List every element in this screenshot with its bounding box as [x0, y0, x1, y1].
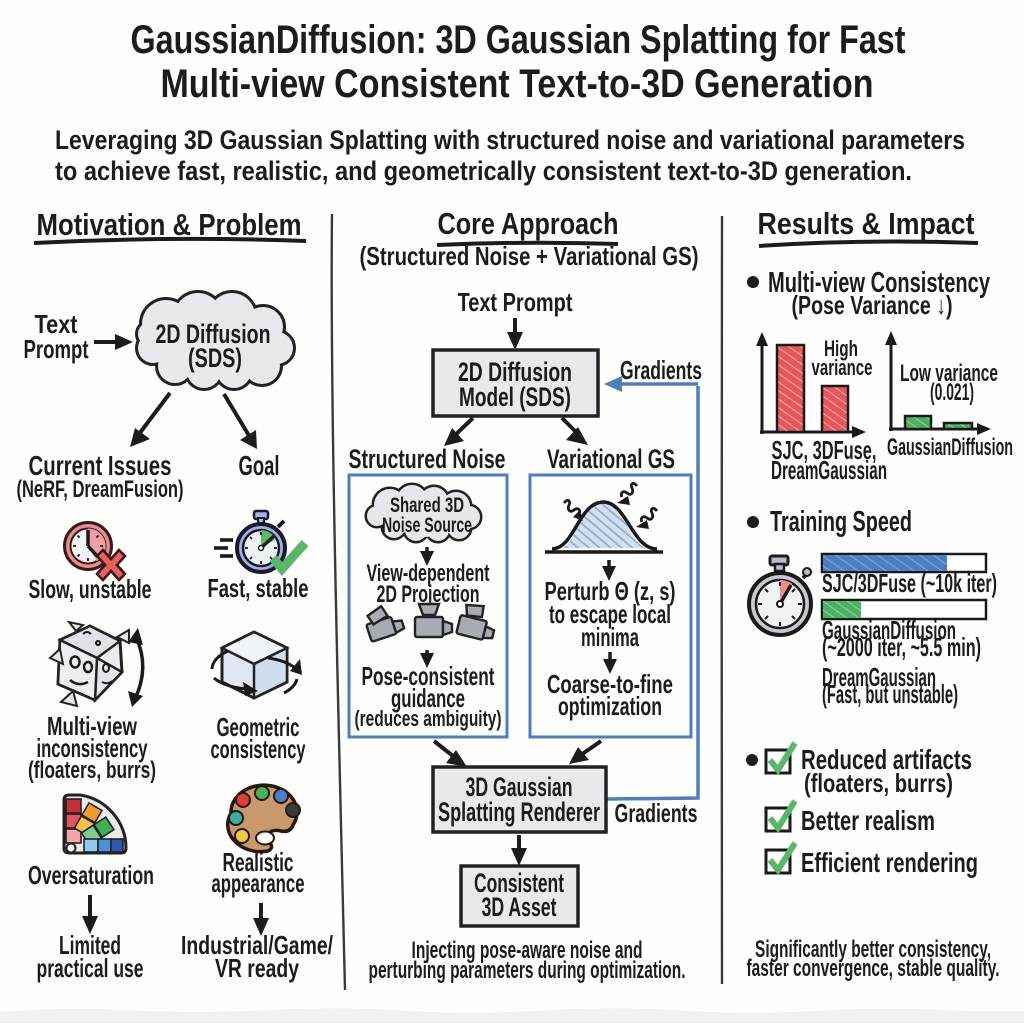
svg-text:to achieve fast, realistic, an: to achieve fast, realistic, and geometri…: [55, 156, 912, 186]
svg-text:appearance: appearance: [212, 868, 305, 898]
svg-text:Core Approach: Core Approach: [438, 206, 619, 241]
svg-text:minima: minima: [581, 622, 639, 652]
svg-text:Reduced artifacts: Reduced artifacts: [801, 744, 972, 775]
svg-text:Model (SDS): Model (SDS): [459, 382, 571, 412]
svg-text:Variational GS: Variational GS: [547, 444, 675, 474]
svg-text:variance: variance: [812, 355, 873, 380]
svg-text:faster convergence, stable qua: faster convergence, stable quality.: [747, 955, 1000, 982]
svg-text:Geometric: Geometric: [217, 712, 300, 742]
svg-text:GaussianDiffusion: 3D Gaussian: GaussianDiffusion: 3D Gaussian Splatting…: [131, 18, 906, 62]
svg-text:Multi-view Consistency: Multi-view Consistency: [768, 267, 990, 299]
svg-text:(floaters, burrs): (floaters, burrs): [28, 757, 156, 784]
svg-text:Shared 3D: Shared 3D: [390, 494, 464, 517]
svg-text:3D Asset: 3D Asset: [482, 892, 557, 922]
svg-text:Structured Noise: Structured Noise: [349, 444, 506, 474]
svg-text:(0.021): (0.021): [930, 379, 974, 406]
svg-text:GaussianDiffusion: GaussianDiffusion: [822, 615, 956, 645]
svg-text:practical use: practical use: [37, 953, 144, 983]
svg-text:Coarse-to-fine: Coarse-to-fine: [547, 669, 673, 699]
svg-text:Splatting Renderer: Splatting Renderer: [438, 797, 600, 827]
svg-text:DreamGaussian: DreamGaussian: [771, 455, 887, 485]
svg-text:Low variance: Low variance: [900, 360, 998, 387]
svg-text:Goal: Goal: [239, 450, 280, 481]
svg-text:2D Diffusion: 2D Diffusion: [458, 357, 572, 387]
svg-text:Fast, stable: Fast, stable: [208, 573, 309, 603]
svg-text:(SDS): (SDS): [188, 343, 242, 373]
svg-text:Perturb Θ (z, s): Perturb Θ (z, s): [545, 576, 676, 606]
svg-text:Motivation & Problem: Motivation & Problem: [37, 207, 302, 242]
svg-text:(NeRF, DreamFusion): (NeRF, DreamFusion): [17, 476, 184, 503]
svg-text:(~2000 iter, ~5.5 min): (~2000 iter, ~5.5 min): [822, 632, 981, 662]
svg-text:to escape local: to escape local: [549, 599, 671, 629]
svg-text:Slow, unstable: Slow, unstable: [29, 574, 152, 604]
svg-text:Multi-view: Multi-view: [47, 711, 138, 741]
svg-text:Prompt: Prompt: [24, 334, 89, 364]
svg-text:Industrial/Game/: Industrial/Game/: [181, 930, 333, 960]
svg-text:Consistent: Consistent: [474, 868, 564, 898]
svg-text:(floaters, burrs): (floaters, burrs): [804, 768, 953, 798]
svg-text:Gradients: Gradients: [620, 355, 702, 385]
svg-text:optimization: optimization: [558, 691, 662, 721]
svg-text:(Structured Noise + Variationa: (Structured Noise + Variational GS): [360, 241, 699, 271]
svg-text:View-dependent: View-dependent: [367, 560, 490, 587]
svg-text:GaussianDiffusion: GaussianDiffusion: [887, 434, 1013, 461]
svg-text:Injecting pose-aware noise and: Injecting pose-aware noise and: [412, 937, 643, 964]
svg-text:Text Prompt: Text Prompt: [458, 287, 573, 317]
svg-text:Multi-view Consistent Text-to-: Multi-view Consistent Text-to-3D Generat…: [161, 62, 874, 106]
svg-text:Limited: Limited: [59, 930, 121, 960]
svg-text:perturbing parameters during o: perturbing parameters during optimizatio…: [369, 957, 686, 984]
svg-text:Results & Impact: Results & Impact: [758, 206, 975, 241]
svg-text:High: High: [824, 336, 858, 361]
svg-text:(Fast, but unstable): (Fast, but unstable): [822, 679, 958, 709]
svg-text:SJC, 3DFuse,: SJC, 3DFuse,: [772, 435, 877, 465]
svg-text:consistency: consistency: [211, 734, 306, 764]
svg-text:Oversaturation: Oversaturation: [28, 860, 154, 890]
svg-text:2D Diffusion: 2D Diffusion: [156, 319, 271, 349]
svg-text:inconsistency: inconsistency: [37, 733, 148, 763]
svg-text:guidance: guidance: [391, 683, 465, 713]
svg-text:3D Gaussian: 3D Gaussian: [466, 772, 573, 802]
svg-text:Training Speed: Training Speed: [770, 506, 912, 538]
svg-text:SJC/3DFuse (~10k iter): SJC/3DFuse (~10k iter): [822, 568, 997, 598]
svg-text:Significantly better consisten: Significantly better consistency,: [755, 936, 991, 963]
svg-text:DreamGaussian: DreamGaussian: [822, 662, 936, 692]
svg-text:Gradients: Gradients: [615, 798, 698, 828]
svg-text:Leveraging 3D Gaussian Splatti: Leveraging 3D Gaussian Splatting with st…: [55, 125, 965, 155]
svg-text:Better realism: Better realism: [801, 805, 935, 836]
svg-text:Noise Source: Noise Source: [382, 514, 472, 537]
svg-text:Realistic: Realistic: [223, 847, 294, 877]
svg-text:Efficient rendering: Efficient rendering: [801, 847, 978, 878]
svg-text:VR ready: VR ready: [215, 953, 299, 983]
svg-text:Text: Text: [35, 309, 78, 339]
svg-text:(reduces ambiguity): (reduces ambiguity): [355, 706, 502, 731]
svg-text:Pose-consistent: Pose-consistent: [362, 661, 495, 691]
svg-text:Current Issues: Current Issues: [29, 450, 172, 481]
svg-text:(Pose Variance ↓): (Pose Variance ↓): [792, 290, 953, 320]
